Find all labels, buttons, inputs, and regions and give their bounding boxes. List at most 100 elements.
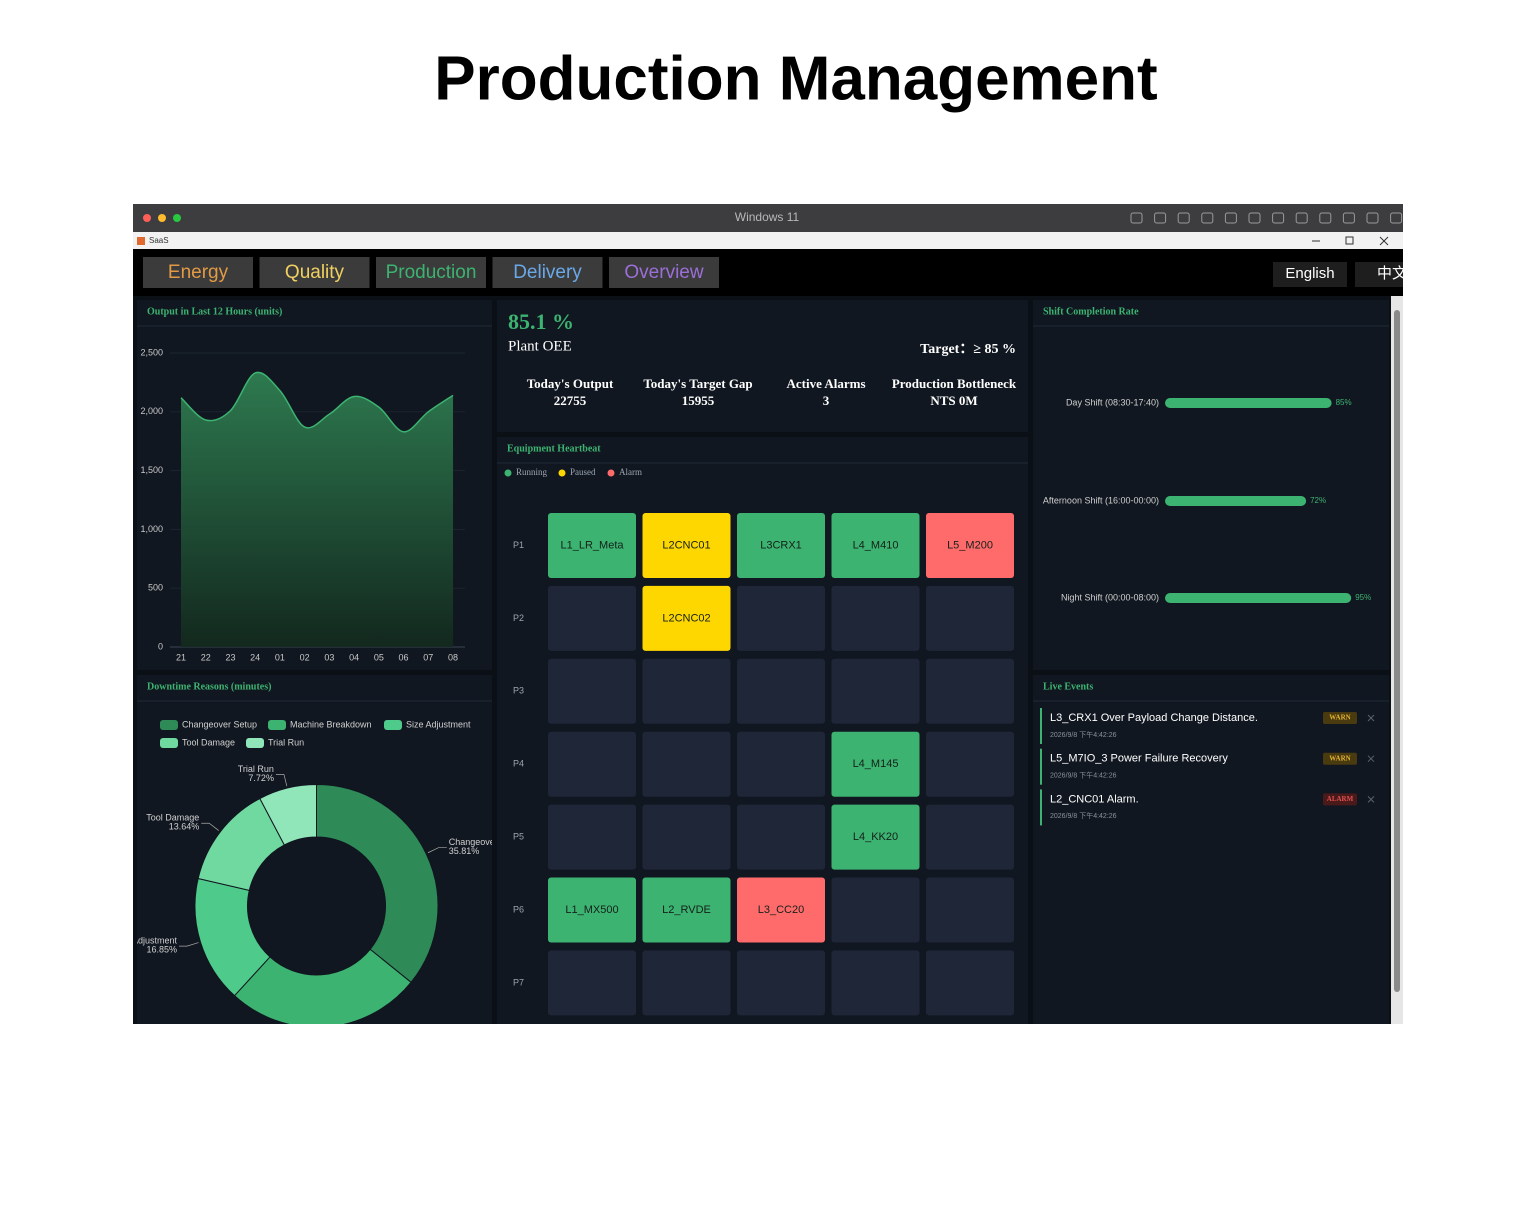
nav-tab-label[interactable]: Energy <box>168 262 229 283</box>
row-label: P4 <box>513 759 524 769</box>
bar-value-label: 95% <box>1355 593 1371 602</box>
machine-cell <box>548 804 636 870</box>
panel-title: Shift Completion Rate <box>1043 306 1139 317</box>
row-label: P6 <box>513 904 524 914</box>
event-text: L5_M7IO_3 Power Failure Recovery <box>1050 753 1228 765</box>
event-text: L2_CNC01 Alarm. <box>1050 793 1139 805</box>
machine-cell[interactable] <box>548 513 636 578</box>
row-label: P3 <box>513 686 524 696</box>
donut-slice <box>233 948 412 1024</box>
legend-label: Trial Run <box>268 737 304 747</box>
label-leader <box>427 847 447 854</box>
tray-icon <box>1319 212 1332 224</box>
machine-name: L2CNC01 <box>662 539 710 551</box>
machine-cell[interactable] <box>548 877 636 943</box>
event-dismiss[interactable] <box>1367 714 1375 722</box>
nav-tab[interactable] <box>259 257 370 288</box>
status-legend-label: Paused <box>570 467 596 477</box>
machine-cell <box>926 950 1014 1016</box>
label-leader <box>201 822 219 831</box>
app-bar <box>133 232 1403 249</box>
machine-name: L2_RVDE <box>662 904 711 916</box>
language-label[interactable]: English <box>1285 265 1334 282</box>
status-legend-label: Running <box>516 467 548 477</box>
machine-cell[interactable] <box>831 731 920 797</box>
event-marker <box>1040 708 1042 744</box>
machine-cell <box>642 804 731 870</box>
nav-tab-label[interactable]: Quality <box>285 262 345 283</box>
machine-name: L1_MX500 <box>565 904 618 916</box>
tray-icon <box>1248 212 1261 224</box>
y-tick-label: 0 <box>158 641 163 651</box>
machine-cell[interactable] <box>926 513 1014 578</box>
machine-cell[interactable] <box>642 877 731 943</box>
machine-cell <box>737 731 825 797</box>
status-dot <box>504 469 512 477</box>
language-label[interactable]: 中文 <box>1377 265 1407 282</box>
window-button <box>158 214 166 222</box>
machine-cell[interactable] <box>642 513 731 578</box>
machine-name: L2CNC02 <box>662 612 710 624</box>
panel <box>1033 675 1389 1024</box>
machine-cell <box>548 950 636 1016</box>
tray-icon <box>1154 212 1167 224</box>
legend-swatch <box>160 738 178 748</box>
machine-cell <box>642 658 731 724</box>
nav-tab[interactable] <box>143 257 253 288</box>
status-legend-label: Alarm <box>619 467 642 477</box>
machine-cell <box>926 804 1014 870</box>
event-level: WARN <box>1329 754 1350 762</box>
oee-target: Target：≥ 85 % <box>920 342 1016 357</box>
x-tick-label: 07 <box>423 652 433 662</box>
donut-slice <box>316 783 439 984</box>
event-time: 2026/9/8 下午4:42:26 <box>1050 771 1117 780</box>
machine-cell <box>831 950 920 1016</box>
event-dismiss[interactable] <box>1367 796 1375 803</box>
y-tick-label: 500 <box>148 583 163 593</box>
panel-title: Equipment Heartbeat <box>507 443 601 454</box>
tray-icon <box>1201 212 1214 224</box>
machine-cell <box>737 658 825 724</box>
y-tick-label: 2,500 <box>140 347 163 357</box>
stat-value: 15955 <box>682 393 715 408</box>
bar-value-label: 85% <box>1336 398 1352 407</box>
slice-label: Tool Damage <box>146 813 199 823</box>
legend-label: Changeover Setup <box>182 719 257 729</box>
machine-cell[interactable] <box>737 513 825 578</box>
nav-tab-label[interactable]: Delivery <box>513 262 582 283</box>
bar-value-label: 72% <box>1310 496 1326 505</box>
panel-title: Downtime Reasons (minutes) <box>147 681 271 692</box>
machine-cell <box>831 658 920 724</box>
scrollbar-thumb[interactable] <box>1394 310 1400 992</box>
nav-tab[interactable] <box>376 257 486 288</box>
machine-cell[interactable] <box>642 585 731 651</box>
x-tick-label: 23 <box>225 652 235 662</box>
event-marker <box>1040 748 1042 785</box>
x-tick-label: 04 <box>349 652 359 662</box>
y-tick-label: 1,500 <box>140 465 163 475</box>
legend-swatch <box>160 720 178 730</box>
machine-name: L1_LR_Meta <box>561 539 625 551</box>
machine-name: L3CRX1 <box>760 539 802 551</box>
machine-cell[interactable] <box>831 513 920 578</box>
panel <box>497 300 1028 432</box>
nav-tab-label[interactable]: Production <box>386 262 477 283</box>
language-button[interactable] <box>1273 262 1347 287</box>
machine-cell <box>926 658 1014 724</box>
event-dismiss[interactable] <box>1367 755 1375 763</box>
donut-slice <box>259 783 317 846</box>
bar-category-label: Afternoon Shift (16:00-00:00) <box>1043 495 1159 505</box>
legend-swatch <box>384 720 402 730</box>
machine-cell[interactable] <box>831 804 920 870</box>
stat-label: Today's Target Gap <box>643 376 752 391</box>
x-tick-label: 02 <box>300 652 310 662</box>
slice-label: Trial Run <box>238 764 274 774</box>
nav-tab[interactable] <box>492 257 603 288</box>
machine-cell <box>548 585 636 651</box>
slice-value-label: 16.85% <box>147 945 178 955</box>
language-button[interactable] <box>1355 262 1415 287</box>
nav-tab-label[interactable]: Overview <box>624 262 703 283</box>
window-button <box>173 214 181 222</box>
nav-tab[interactable] <box>609 257 719 288</box>
machine-cell[interactable] <box>737 877 825 943</box>
